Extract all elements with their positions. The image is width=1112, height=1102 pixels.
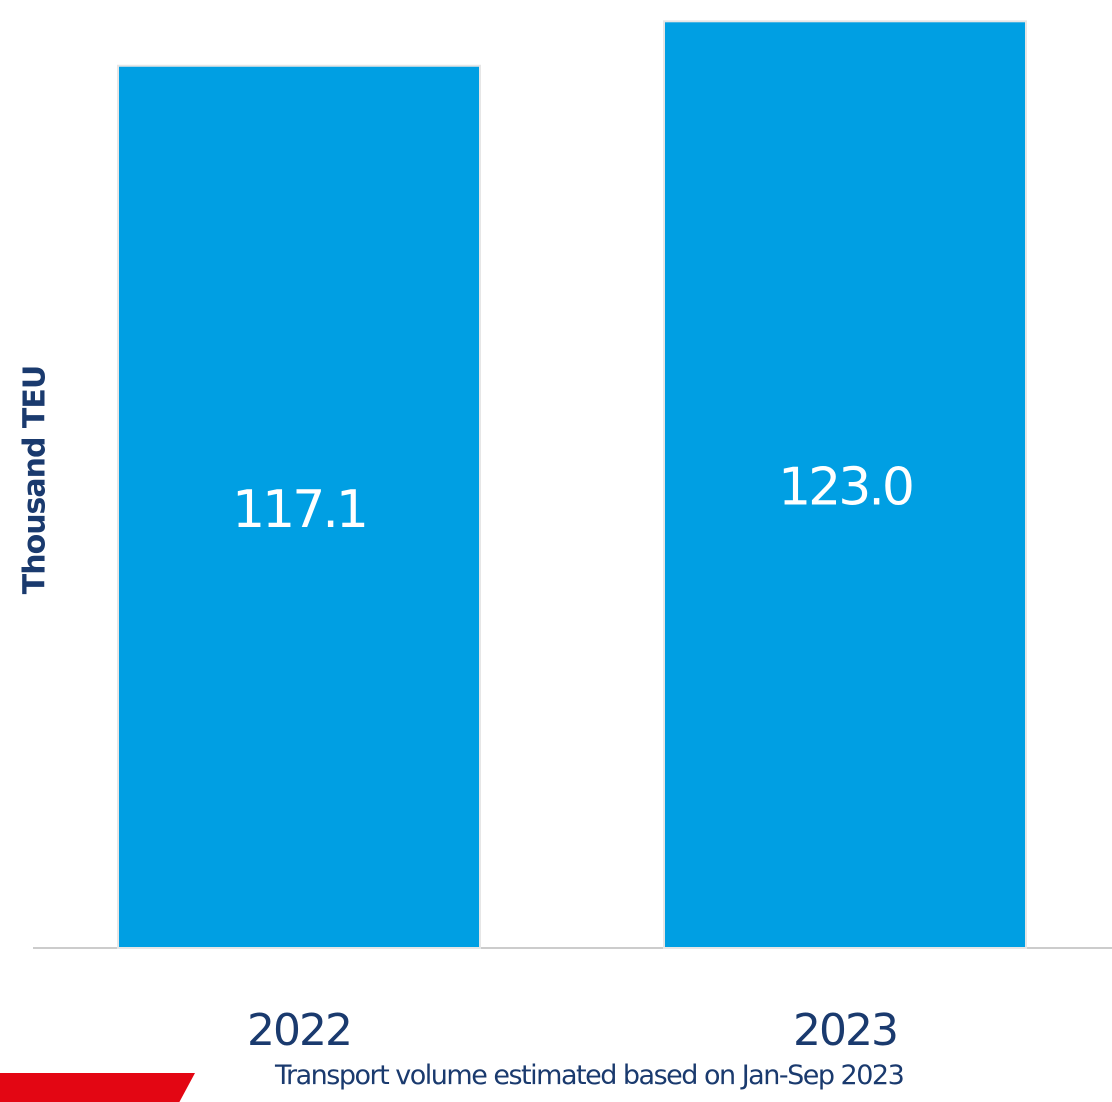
y-axis-label: Thousand TEU [17,365,53,595]
value-label-2022: 117.1 [232,480,366,540]
bars-group [117,20,1027,949]
labels-group: 117.1 2022 123.0 2023 [232,458,915,1056]
x-tick-label-2022: 2022 [247,1005,351,1056]
bar-2023 [663,20,1027,949]
accent-stripe [0,1073,195,1102]
value-label-2023: 123.0 [778,458,912,518]
x-tick-label-2023: 2023 [793,1005,897,1056]
footnote: Transport volume estimated based on Jan-… [275,1060,905,1091]
bar-2022 [117,64,481,949]
